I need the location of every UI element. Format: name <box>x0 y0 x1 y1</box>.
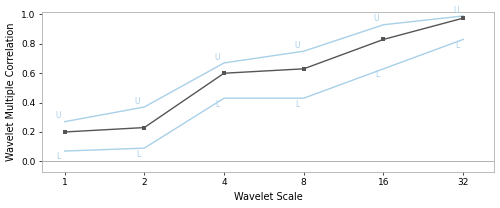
Text: L: L <box>296 100 300 109</box>
Text: L: L <box>375 70 380 79</box>
Text: U: U <box>214 53 220 62</box>
Text: L: L <box>455 41 459 50</box>
Text: U: U <box>55 111 60 120</box>
Y-axis label: Wavelet Multiple Correlation: Wavelet Multiple Correlation <box>6 22 16 161</box>
X-axis label: Wavelet Scale: Wavelet Scale <box>234 192 302 202</box>
Text: U: U <box>374 14 380 23</box>
Text: L: L <box>216 100 220 109</box>
Text: U: U <box>294 41 300 50</box>
Text: U: U <box>134 97 140 106</box>
Text: U: U <box>454 6 459 15</box>
Text: L: L <box>56 152 60 161</box>
Text: L: L <box>136 150 140 158</box>
